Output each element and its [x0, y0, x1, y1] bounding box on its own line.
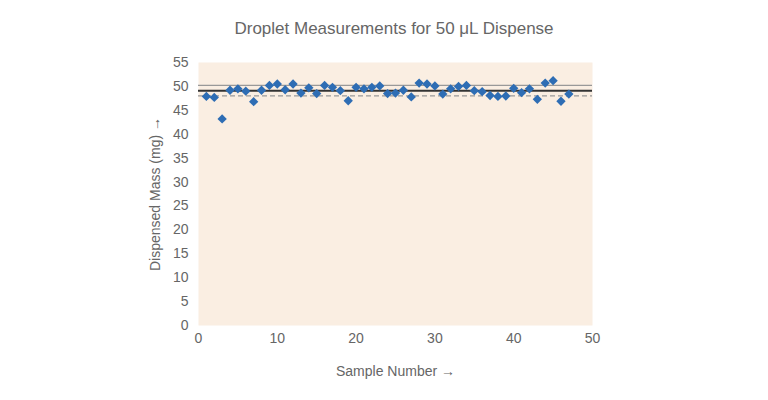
- svg-text:Sample Number →: Sample Number →: [336, 363, 455, 379]
- svg-text:40: 40: [506, 330, 522, 346]
- svg-text:20: 20: [348, 330, 364, 346]
- svg-text:5: 5: [181, 293, 189, 309]
- svg-text:10: 10: [173, 269, 189, 285]
- svg-text:0: 0: [181, 317, 189, 333]
- svg-text:35: 35: [173, 150, 189, 166]
- svg-text:30: 30: [173, 174, 189, 190]
- svg-text:15: 15: [173, 245, 189, 261]
- svg-text:Dispensed Mass (mg) →: Dispensed Mass (mg) →: [147, 117, 163, 271]
- svg-text:55: 55: [173, 54, 189, 70]
- svg-text:10: 10: [270, 330, 286, 346]
- svg-text:50: 50: [585, 330, 601, 346]
- svg-text:30: 30: [427, 330, 443, 346]
- svg-text:25: 25: [173, 197, 189, 213]
- svg-text:40: 40: [173, 126, 189, 142]
- html-text:Droplet Measurements for 50 μL: Droplet Measurements for 50 μL Dispense: [234, 19, 554, 38]
- svg-text:20: 20: [173, 221, 189, 237]
- svg-text:45: 45: [173, 102, 189, 118]
- svg-text:0: 0: [195, 330, 203, 346]
- svg-text:50: 50: [173, 78, 189, 94]
